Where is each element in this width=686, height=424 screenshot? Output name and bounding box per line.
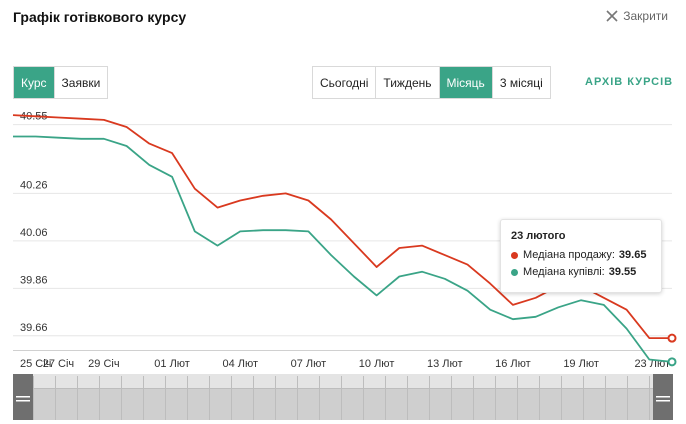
- tab-week[interactable]: Тиждень: [376, 67, 440, 98]
- x-tick-label: 16 Лют: [495, 358, 531, 370]
- navigator-tick: [275, 376, 276, 420]
- x-tick-label: 10 Лют: [359, 358, 395, 370]
- x-tick-label: 29 Січ: [88, 358, 119, 370]
- tab-month[interactable]: Місяць: [439, 67, 493, 98]
- x-tick-label: 04 Лют: [222, 358, 258, 370]
- navigator-tick: [561, 376, 562, 420]
- sell-marker-icon: [511, 251, 518, 259]
- navigator-tick: [319, 376, 320, 420]
- navigator-tick: [121, 376, 122, 420]
- navigator-tick: [77, 376, 78, 420]
- tooltip-buy-value: 39.55: [608, 266, 637, 278]
- page-title: Графік готівкового курсу: [13, 9, 187, 25]
- navigator-tick: [429, 376, 430, 420]
- buy-last-point: [667, 357, 677, 367]
- navigator-tick: [649, 376, 650, 420]
- tooltip-sell-label: Медіана продажу:: [523, 249, 615, 261]
- x-tick-label: 07 Лют: [291, 358, 327, 370]
- navigator-tick: [495, 376, 496, 420]
- range-navigator[interactable]: [13, 374, 673, 420]
- grid-lines: [13, 124, 672, 351]
- tooltip-sell-value: 39.65: [618, 249, 647, 261]
- navigator-right-handle[interactable]: [653, 374, 673, 420]
- tooltip-row-sell: Медіана продажу: 39.65: [511, 249, 651, 261]
- navigator-tick: [627, 376, 628, 420]
- close-icon: [606, 10, 618, 22]
- x-tick-label: 25 Січ: [20, 358, 51, 370]
- y-tick-label: 40.26: [20, 179, 48, 191]
- period-tabs: Сьогодні Тиждень Місяць 3 місяці: [312, 66, 551, 99]
- sell-last-point: [667, 333, 677, 343]
- archive-link[interactable]: АРХІВ КУРСІВ: [585, 76, 674, 88]
- y-tick-label: 40.06: [20, 227, 48, 239]
- x-tick-label: 19 Лют: [563, 358, 599, 370]
- tooltip-buy-label: Медіана купівлі:: [523, 266, 605, 278]
- navigator-tick: [253, 376, 254, 420]
- chart-tooltip: 23 лютого Медіана продажу: 39.65 Медіана…: [500, 219, 662, 293]
- navigator-tick: [583, 376, 584, 420]
- x-tick-label: 13 Лют: [427, 358, 463, 370]
- navigator-tick: [539, 376, 540, 420]
- tooltip-date: 23 лютого: [511, 230, 566, 242]
- navigator-tick: [231, 376, 232, 420]
- tab-orders[interactable]: Заявки: [54, 67, 108, 98]
- navigator-tick: [297, 376, 298, 420]
- navigator-tick: [187, 376, 188, 420]
- navigator-tick: [55, 376, 56, 420]
- navigator-tick: [605, 376, 606, 420]
- close-label: Закрити: [623, 9, 668, 23]
- navigator-tick: [451, 376, 452, 420]
- view-tabs: Курс Заявки: [13, 66, 109, 99]
- navigator-tick: [385, 376, 386, 420]
- navigator-tick: [99, 376, 100, 420]
- navigator-left-handle[interactable]: [13, 374, 33, 420]
- tab-3-months[interactable]: 3 місяці: [492, 67, 550, 98]
- navigator-tick: [473, 376, 474, 420]
- navigator-tick: [165, 376, 166, 420]
- buy-series-line: [13, 135, 673, 363]
- y-tick-label: 39.66: [20, 322, 48, 334]
- navigator-tick: [363, 376, 364, 420]
- navigator-tick: [33, 376, 34, 420]
- navigator-tick: [517, 376, 518, 420]
- navigator-tick: [143, 376, 144, 420]
- close-button[interactable]: Закрити: [606, 9, 668, 23]
- tab-today[interactable]: Сьогодні: [313, 67, 377, 98]
- navigator-tick: [407, 376, 408, 420]
- navigator-tick: [209, 376, 210, 420]
- tab-rate[interactable]: Курс: [14, 67, 55, 98]
- navigator-tick: [341, 376, 342, 420]
- x-tick-label: 01 Лют: [154, 358, 190, 370]
- y-tick-label: 39.86: [20, 274, 48, 286]
- buy-marker-icon: [511, 268, 518, 276]
- tooltip-row-buy: Медіана купівлі: 39.55: [511, 266, 651, 278]
- x-tick-label: 27 Січ: [43, 358, 74, 370]
